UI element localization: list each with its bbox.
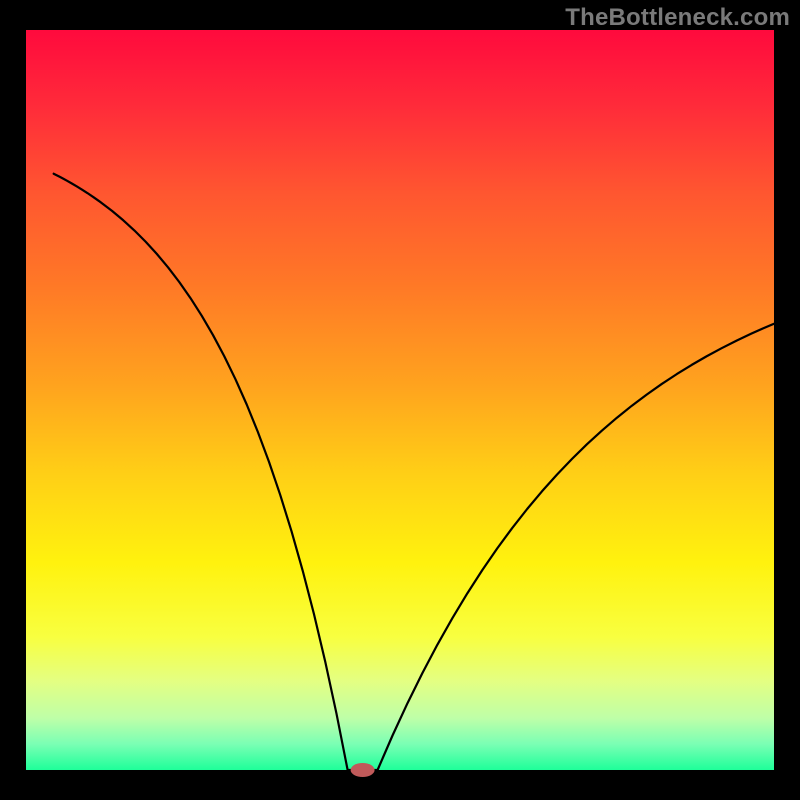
chart-background <box>26 30 774 770</box>
watermark-text: TheBottleneck.com <box>565 4 790 32</box>
bottleneck-chart <box>0 0 800 800</box>
page-root: { "watermark": { "text": "TheBottleneck.… <box>0 0 800 800</box>
optimal-marker <box>351 763 375 777</box>
